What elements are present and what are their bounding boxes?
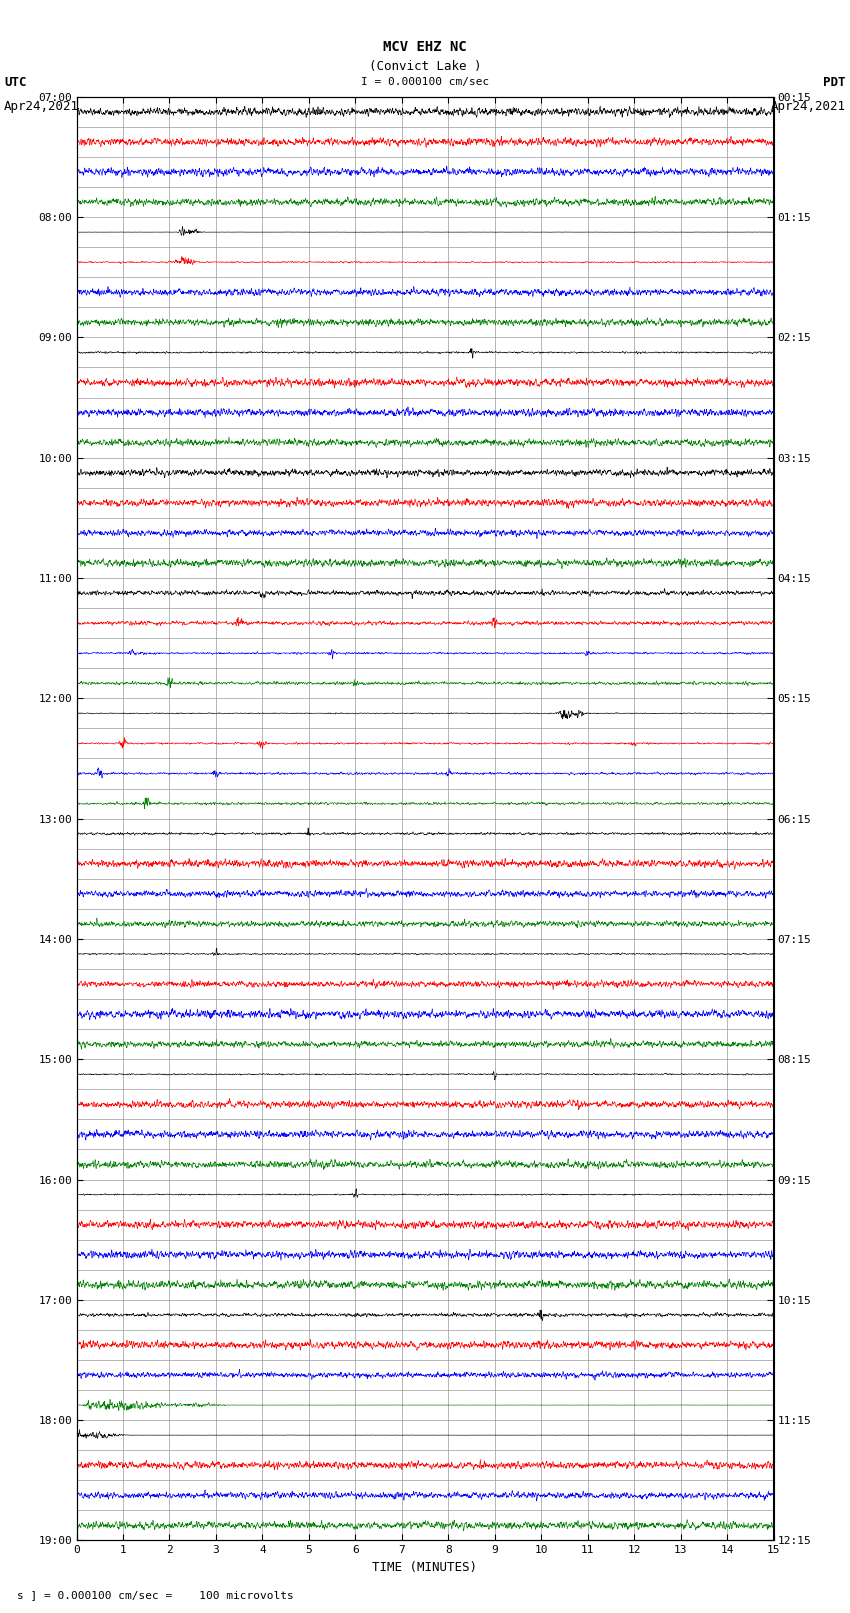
Text: Apr24,2021: Apr24,2021 bbox=[771, 100, 846, 113]
Text: UTC: UTC bbox=[4, 76, 26, 89]
Text: Apr24,2021: Apr24,2021 bbox=[4, 100, 79, 113]
Text: MCV EHZ NC: MCV EHZ NC bbox=[383, 40, 467, 55]
Text: s ] = 0.000100 cm/sec =    100 microvolts: s ] = 0.000100 cm/sec = 100 microvolts bbox=[17, 1590, 294, 1600]
Text: PDT: PDT bbox=[824, 76, 846, 89]
Text: I = 0.000100 cm/sec: I = 0.000100 cm/sec bbox=[361, 77, 489, 87]
X-axis label: TIME (MINUTES): TIME (MINUTES) bbox=[372, 1561, 478, 1574]
Text: (Convict Lake ): (Convict Lake ) bbox=[369, 60, 481, 73]
